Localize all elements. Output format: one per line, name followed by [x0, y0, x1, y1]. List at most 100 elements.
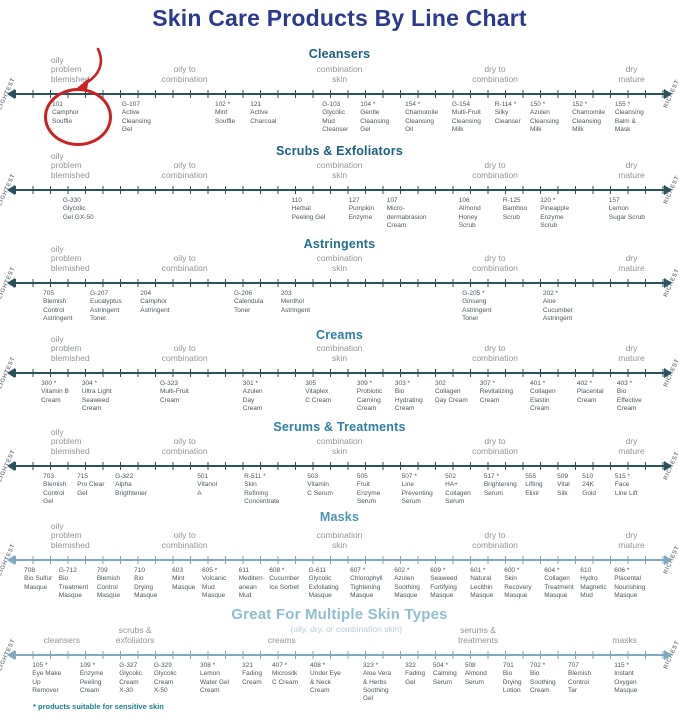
axis-arrow-right-icon: [664, 650, 672, 660]
product-name: Chlorophyll Tightening Masque: [350, 575, 383, 599]
product-name: Natural Lecithin Masque: [470, 575, 494, 599]
product-id: 600 *: [504, 567, 520, 574]
product-item: 507 * Line Preventing Serum: [402, 473, 452, 506]
product-id: 115 *: [614, 662, 629, 669]
product-item: G-107 Active Cleansing Gel: [122, 101, 172, 134]
product-item: 602 * Azulen Soothing Masque: [394, 567, 444, 600]
product-id: 102 *: [214, 101, 231, 108]
product-name: Glycolic Mud Cleanser: [322, 109, 349, 133]
product-id: 301 *: [242, 380, 258, 387]
product-item: 710 Bio Drying Masque: [134, 567, 184, 600]
product-id: 407 *: [271, 662, 288, 669]
skin-type-label: oily to combination: [161, 253, 208, 274]
axis-line: [7, 555, 672, 565]
section-title: Serums & Treatments: [273, 420, 406, 434]
product-item: 307 * Revitalizing Cream: [480, 380, 530, 405]
product-item: 707 Blemish Control Tar: [568, 662, 618, 695]
product-id: 152 *: [572, 101, 588, 108]
product-id: 517 *: [483, 473, 500, 480]
product-id: 403 *: [616, 380, 633, 387]
product-name: Line Preventing Serum: [401, 481, 433, 505]
product-item: G-329 Glycolic Cream X-50: [154, 662, 204, 695]
section-title: Scrubs & Exfoliators: [276, 144, 403, 158]
product-name: Bio Hydrating Cream: [394, 388, 423, 412]
product-id: 402 *: [576, 380, 593, 387]
axis-rule: [10, 189, 669, 191]
product-name: Cleansing Balm & Mask: [614, 109, 644, 133]
skin-type-label: combination skin: [316, 160, 363, 181]
axis-line: [7, 89, 672, 99]
skin-type-label: dry to combination: [472, 64, 518, 85]
skin-type-label: dry mature: [618, 160, 645, 181]
product-item: 715 Pro Clear Gel: [77, 473, 127, 498]
product-id: G-107: [121, 101, 140, 108]
product-name: Blemish Control Astringent: [43, 298, 73, 322]
skin-type-label: oily to combination: [161, 436, 208, 457]
section-title: Cleansers: [308, 47, 371, 61]
product-item: 303 * Bio Hydrating Cream: [395, 380, 445, 413]
product-item: 115 * Instant Oxygen Masque: [614, 662, 664, 695]
product-id: G-329: [153, 662, 172, 669]
product-item: 603 Mint Masque: [172, 567, 222, 592]
product-name: Bio Effective Cream: [616, 388, 642, 412]
product-id: 705: [43, 290, 55, 297]
skin-type-labels: oily problem blemished oily to combinatio…: [0, 143, 679, 181]
product-item: 152 * Chamomile Cleansing Milk: [572, 101, 622, 134]
product-name: Alpha Brigthtener: [115, 481, 147, 497]
product-id: G-207: [90, 290, 109, 297]
product-item: G-205 * Ginseng Astringent Toner: [462, 290, 512, 323]
product-item: 204 Camphor Astringent: [140, 290, 190, 315]
product-name: Mint Souffle: [214, 109, 236, 125]
product-item: 509 Vital Silk: [557, 473, 607, 498]
product-id: 604 *: [544, 567, 560, 574]
skin-type-label: dry to combination: [472, 160, 518, 181]
product-item: 703 Blemish Control Gel: [43, 473, 93, 506]
axis-arrow-right-icon: [664, 278, 672, 288]
product-name: Eucalyptus Astringent Toner: [90, 298, 122, 322]
product-id: 121: [250, 101, 262, 108]
product-name: Chamomile Cleansing Milk: [572, 109, 605, 133]
skin-type-label: combination skin: [316, 253, 363, 274]
product-name: Bio Treatment Masque: [58, 575, 89, 599]
product-id: G-206: [233, 290, 253, 297]
product-item: 301 * Azulen Day Cream: [243, 380, 293, 413]
product-item: 202 * Aloe Cucumber Astringent: [543, 290, 593, 323]
product-name: Bamboo Scrub: [502, 205, 528, 221]
product-id: 715: [77, 473, 88, 480]
product-item: G-207 Eucalyptus Astringent Toner: [90, 290, 140, 323]
skin-type-label: dry to combination: [472, 343, 518, 364]
product-name: HA+ Collagen Serum: [445, 481, 471, 505]
product-name: Collagen Elastin Cream: [530, 388, 556, 412]
axis-arrow-right-icon: [664, 368, 672, 378]
product-name: Cucumber Ice Sorbet: [269, 575, 300, 591]
product-name: Bio Sulfur Masque: [24, 575, 53, 591]
product-name: Instant Oxygen Masque: [614, 670, 638, 694]
product-name: Collagen Treatment Masque: [544, 575, 574, 599]
product-item: 407 * Microsilk C Cream: [272, 662, 322, 687]
skin-type-label: dry mature: [618, 64, 645, 85]
product-item: 322 Fading Gel: [405, 662, 455, 687]
section-great-for-multiple-skin-types: Great For Multiple Skin Types cleansers sc…: [0, 605, 679, 715]
product-name: Bio Soothing Cream: [530, 670, 556, 694]
product-item: 501 Vitanol A: [197, 473, 247, 498]
product-name: Aloe Vera & Herbs Soothing Gel: [362, 670, 392, 703]
product-id: R-511 *: [244, 473, 266, 480]
axis-arrow-left-icon: [7, 555, 15, 565]
product-id: 555: [525, 473, 537, 480]
product-item: G-103 Glycolic Mud Cleanser: [322, 101, 372, 134]
category-label: scrubs & exfoliators: [115, 625, 155, 646]
product-item: G-330 Glycolic Gel GX-50: [63, 197, 113, 222]
product-item: 302 Collagen Day Cream: [435, 380, 485, 405]
product-item: 203 Menthol Astringent: [281, 290, 331, 315]
section-cleansers: Cleansers oily problem blemished oily to c…: [0, 46, 679, 146]
skin-type-label: oily problem blemished: [50, 150, 90, 181]
product-name: Lifting Elixir: [525, 481, 543, 497]
product-id: 120 *: [540, 197, 556, 204]
product-item: 102 * Mint Souffle: [215, 101, 265, 126]
product-name: 24K Gold: [582, 481, 597, 497]
axis-arrow-left-icon: [7, 278, 15, 288]
category-label: masks: [612, 635, 637, 646]
section-title: Astringents: [303, 237, 376, 251]
skin-type-label: combination skin: [316, 64, 363, 85]
product-name: Glycolic Exfoliating Masque: [308, 575, 339, 599]
